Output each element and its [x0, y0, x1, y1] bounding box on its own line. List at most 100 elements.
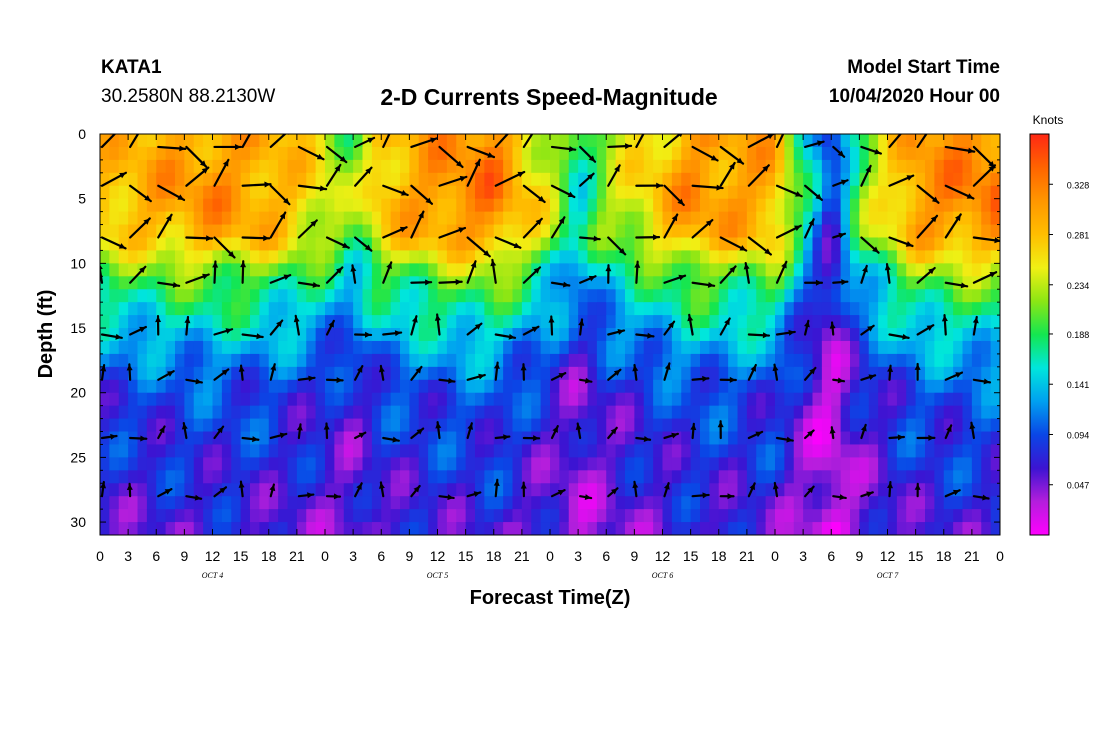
heatmap-cell — [446, 444, 457, 458]
heatmap-cell — [475, 146, 485, 161]
heatmap-cell — [531, 302, 542, 316]
current-vector — [493, 478, 500, 498]
heatmap-cell — [203, 418, 214, 433]
heatmap-cell — [962, 366, 973, 381]
heatmap-cell — [953, 224, 964, 239]
heatmap-cell — [456, 211, 467, 226]
heatmap-cell — [765, 328, 776, 342]
heatmap-cell — [868, 328, 879, 342]
heatmap-cell — [681, 366, 692, 381]
heatmap-cell — [278, 134, 289, 148]
heatmap-cell — [390, 418, 401, 433]
heatmap-cell — [334, 302, 345, 316]
current-vector — [522, 217, 543, 239]
heatmap-cell — [709, 483, 720, 497]
heatmap-cell — [681, 431, 692, 446]
heatmap-cell — [653, 146, 664, 161]
heatmap-cell — [343, 159, 354, 174]
heatmap-cell — [662, 237, 673, 252]
heatmap-cell — [203, 185, 214, 200]
heatmap-cell — [231, 431, 242, 446]
heatmap-cell — [250, 224, 260, 239]
heatmap-cell — [325, 522, 335, 535]
heatmap-cell — [690, 392, 701, 407]
heatmap-cell — [390, 237, 401, 252]
heatmap-cell — [765, 340, 776, 355]
heatmap-cell — [400, 405, 410, 420]
heatmap-cell — [428, 522, 439, 535]
heatmap-cell — [700, 483, 710, 497]
heatmap-cell — [296, 289, 307, 303]
heatmap-cell — [925, 328, 935, 342]
heatmap-cell — [550, 237, 560, 252]
current-vector — [100, 333, 123, 340]
heatmap-cell — [531, 418, 542, 433]
heatmap-cell — [475, 470, 485, 484]
heatmap-cell — [137, 172, 148, 187]
heatmap-cell — [521, 224, 532, 239]
heatmap-cell — [137, 250, 148, 264]
heatmap-cell — [681, 522, 692, 535]
heatmap-cell — [643, 353, 654, 368]
heatmap-cell — [475, 134, 485, 148]
heatmap-cell — [568, 315, 579, 329]
heatmap-cell — [568, 340, 579, 355]
heatmap-cell — [128, 457, 139, 471]
heatmap-cell — [456, 198, 467, 213]
heatmap-cell — [728, 315, 739, 329]
heatmap-cell — [821, 185, 832, 200]
heatmap-cell — [981, 509, 992, 523]
heatmap-cell — [625, 159, 635, 174]
heatmap-cell — [465, 289, 476, 303]
heatmap-cell — [259, 250, 270, 264]
heatmap-cell — [756, 340, 767, 355]
heatmap-cell — [906, 457, 917, 471]
heatmap-cell — [128, 172, 139, 187]
heatmap-cell — [343, 431, 354, 446]
heatmap-cell — [962, 328, 973, 342]
heatmap-cell — [690, 418, 701, 433]
heatmap-cell — [868, 185, 879, 200]
heatmap-cell — [578, 444, 589, 458]
heatmap-cell — [859, 159, 870, 174]
current-vector — [888, 333, 910, 340]
heatmap-cell — [962, 496, 973, 510]
heatmap-cell — [259, 211, 270, 226]
heatmap-cell — [953, 172, 964, 187]
heatmap-cell — [128, 250, 139, 264]
heatmap-cell — [859, 185, 870, 200]
heatmap-cell — [700, 198, 710, 213]
heatmap-cell — [981, 198, 992, 213]
heatmap-cell — [512, 315, 523, 329]
heatmap-cell — [896, 185, 907, 200]
heatmap-cell — [381, 302, 392, 316]
heatmap-cell — [550, 289, 560, 303]
heatmap-cell — [325, 198, 335, 213]
heatmap-cell — [250, 418, 260, 433]
heatmap-cell — [709, 470, 720, 484]
heatmap-cell — [868, 146, 879, 161]
heatmap-cell — [315, 250, 326, 264]
heatmap-cell — [709, 302, 720, 316]
heatmap-cell — [784, 470, 795, 484]
heatmap-cell — [746, 379, 757, 394]
heatmap-cell — [165, 496, 176, 510]
heatmap-cell — [268, 211, 279, 226]
heatmap-cell — [681, 328, 692, 342]
heatmap-cell — [878, 211, 889, 226]
heatmap-cell — [493, 250, 504, 264]
heatmap-cell — [465, 496, 476, 510]
current-vector — [832, 145, 846, 158]
heatmap-cell — [315, 379, 326, 394]
heatmap-cell — [231, 289, 242, 303]
heatmap-cell — [128, 366, 139, 381]
heatmap-cell — [175, 379, 185, 394]
heatmap-cell — [784, 340, 795, 355]
heatmap-cell — [428, 159, 439, 174]
heatmap-cell — [728, 172, 739, 187]
heatmap-cell — [737, 302, 748, 316]
heatmap-cell — [934, 134, 945, 148]
heatmap-cell — [550, 198, 560, 213]
heatmap-cell — [775, 159, 785, 174]
